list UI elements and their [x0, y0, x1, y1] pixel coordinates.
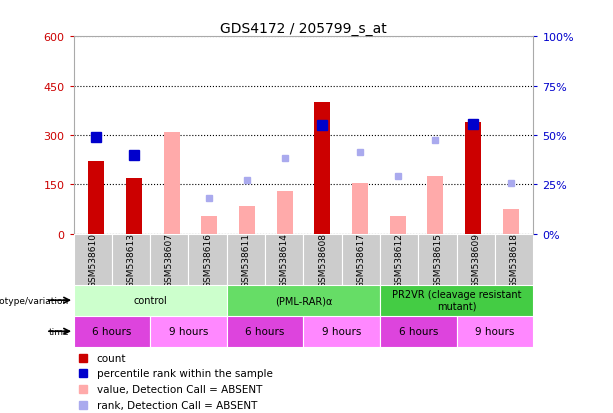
Bar: [227, 316, 303, 347]
Bar: [427, 177, 443, 234]
Bar: [457, 234, 495, 285]
Bar: [74, 285, 227, 316]
Bar: [88, 162, 104, 234]
Text: count: count: [97, 353, 126, 363]
Bar: [341, 234, 380, 285]
Bar: [495, 234, 533, 285]
Text: GSM538615: GSM538615: [433, 232, 442, 287]
Bar: [303, 234, 341, 285]
Text: percentile rank within the sample: percentile rank within the sample: [97, 368, 272, 379]
Text: value, Detection Call = ABSENT: value, Detection Call = ABSENT: [97, 384, 262, 394]
Bar: [465, 123, 481, 234]
Text: GSM538614: GSM538614: [280, 232, 289, 287]
Text: 9 hours: 9 hours: [169, 326, 208, 337]
Text: GSM538616: GSM538616: [203, 232, 212, 287]
Bar: [380, 285, 533, 316]
Bar: [150, 234, 189, 285]
Text: GSM538610: GSM538610: [88, 232, 97, 287]
Bar: [239, 206, 255, 234]
Text: 6 hours: 6 hours: [245, 326, 285, 337]
Bar: [227, 285, 380, 316]
Text: genotype/variation: genotype/variation: [0, 296, 69, 305]
Bar: [112, 234, 150, 285]
Bar: [227, 234, 265, 285]
Bar: [457, 316, 533, 347]
Bar: [352, 183, 368, 234]
Text: GSM538613: GSM538613: [126, 232, 135, 287]
Text: GSM538608: GSM538608: [318, 232, 327, 287]
Text: (PML-RAR)α: (PML-RAR)α: [275, 295, 332, 306]
Bar: [390, 216, 406, 234]
Text: 6 hours: 6 hours: [398, 326, 438, 337]
Text: GSM538618: GSM538618: [509, 232, 519, 287]
Text: 9 hours: 9 hours: [475, 326, 515, 337]
Text: GSM538612: GSM538612: [395, 232, 404, 287]
Bar: [265, 234, 303, 285]
Text: time: time: [48, 327, 69, 336]
Bar: [303, 316, 380, 347]
Bar: [150, 316, 227, 347]
Bar: [503, 210, 519, 234]
Bar: [418, 234, 457, 285]
Text: control: control: [133, 295, 167, 306]
Bar: [189, 234, 227, 285]
Text: GSM538607: GSM538607: [165, 232, 174, 287]
Bar: [276, 192, 292, 234]
Text: GSM538617: GSM538617: [356, 232, 365, 287]
Bar: [164, 133, 180, 234]
Bar: [314, 103, 330, 234]
Bar: [74, 316, 150, 347]
Bar: [201, 216, 217, 234]
Text: PR2VR (cleavage resistant
mutant): PR2VR (cleavage resistant mutant): [392, 290, 522, 311]
Title: GDS4172 / 205799_s_at: GDS4172 / 205799_s_at: [220, 22, 387, 36]
Text: 9 hours: 9 hours: [322, 326, 362, 337]
Bar: [380, 316, 457, 347]
Text: 6 hours: 6 hours: [92, 326, 132, 337]
Text: GSM538611: GSM538611: [242, 232, 251, 287]
Bar: [126, 178, 142, 234]
Text: rank, Detection Call = ABSENT: rank, Detection Call = ABSENT: [97, 399, 257, 410]
Bar: [380, 234, 418, 285]
Bar: [74, 234, 112, 285]
Text: GSM538609: GSM538609: [471, 232, 481, 287]
